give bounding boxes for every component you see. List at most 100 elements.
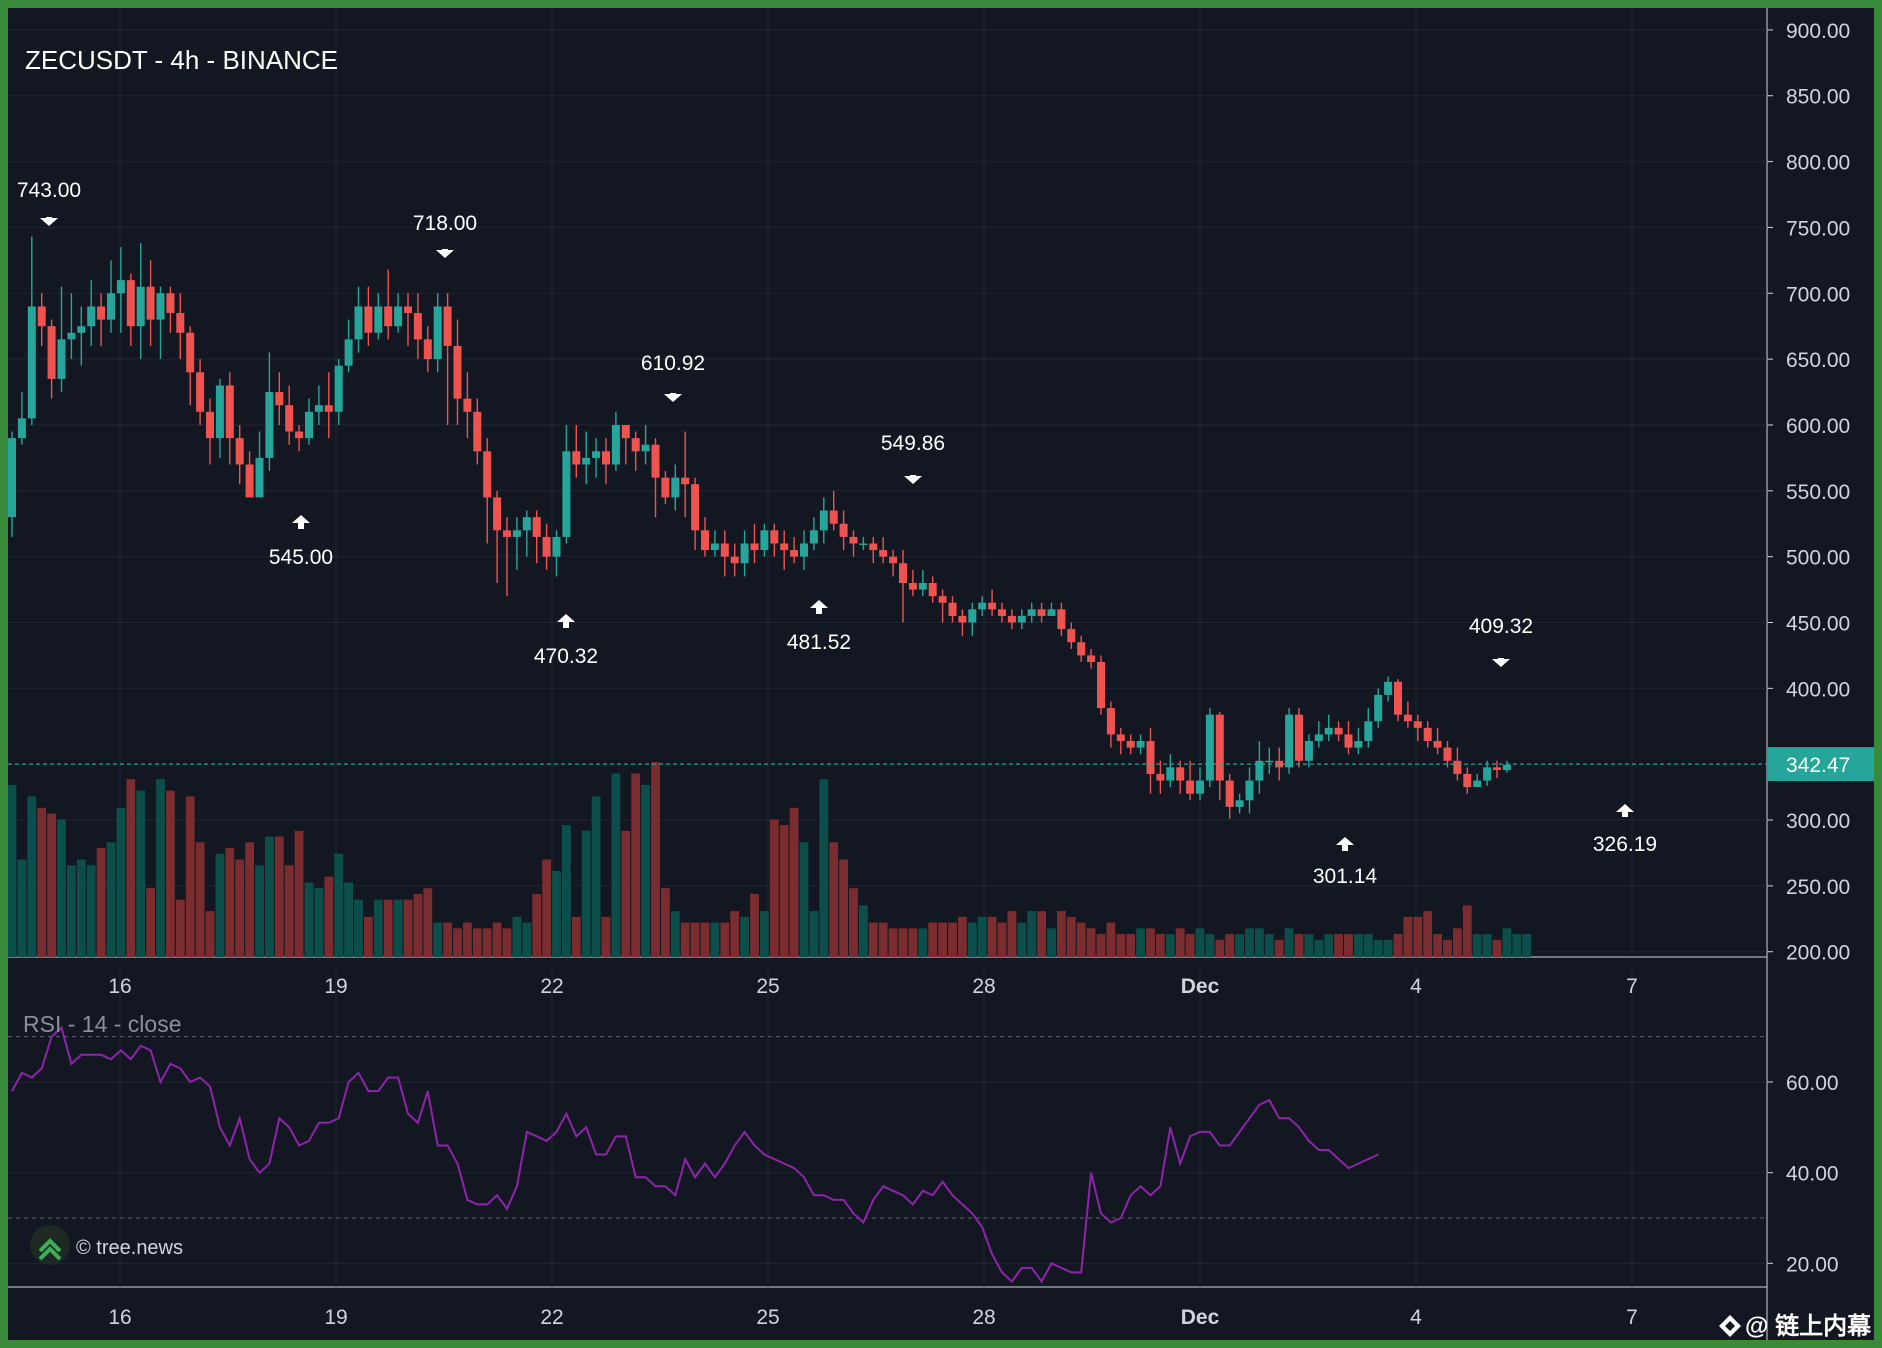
volume-bar — [1344, 934, 1353, 957]
volume-bar — [1383, 939, 1393, 957]
candle-body — [800, 543, 808, 557]
arrow-down-icon — [40, 217, 58, 226]
candle-body — [978, 602, 987, 610]
rsi-y-tick-label: 20.00 — [1786, 1253, 1839, 1276]
price-y-tick-label: 400.00 — [1786, 678, 1850, 701]
volume-bar — [116, 807, 126, 957]
candle-body — [512, 530, 521, 537]
volume-bar — [938, 922, 947, 957]
volume-bar — [1146, 928, 1155, 957]
candle-body — [691, 484, 700, 531]
candle-body — [285, 405, 294, 432]
volume-bar — [562, 825, 571, 957]
candle-body — [819, 510, 828, 531]
candle-body — [730, 556, 739, 564]
volume-bar — [265, 836, 274, 957]
arrow-up-icon — [1336, 837, 1354, 851]
arrow-up-icon — [557, 614, 575, 628]
swing-low-label: 481.52 — [787, 631, 851, 654]
candle-body — [740, 543, 749, 564]
rsi-y-tick-label: 40.00 — [1786, 1163, 1839, 1186]
candle-body — [394, 306, 403, 327]
volume-bar — [195, 842, 205, 957]
volume-bar — [1443, 939, 1452, 957]
candle-body — [97, 306, 106, 320]
candle-body — [8, 438, 16, 518]
candle-body — [1384, 681, 1393, 695]
volume-bar — [364, 916, 373, 957]
candle-body — [928, 583, 937, 597]
rsi-x-tick-label: 7 — [1626, 1306, 1638, 1329]
candle-body — [314, 405, 323, 412]
volume-bar — [47, 813, 56, 957]
swing-high-label: 549.86 — [881, 432, 945, 455]
volume-bar — [532, 893, 542, 957]
candle-body — [661, 477, 670, 498]
candle-body — [701, 530, 709, 551]
volume-bar — [1047, 928, 1056, 957]
swing-low-label: 301.14 — [1313, 865, 1378, 888]
volume-bar — [829, 842, 839, 957]
volume-bar — [354, 899, 363, 957]
swing-high-label: 610.92 — [641, 352, 705, 375]
candle-body — [582, 457, 591, 465]
volume-bar — [918, 928, 928, 957]
candle-body — [1394, 681, 1402, 715]
volume-bar — [868, 922, 878, 957]
volume-bar — [680, 922, 690, 957]
candle-body — [1166, 767, 1175, 781]
candle-body — [107, 293, 115, 320]
volume-bar — [1304, 934, 1314, 957]
candle-body — [720, 543, 729, 557]
price-x-tick-label: 16 — [108, 975, 131, 998]
candle-body — [1186, 780, 1195, 794]
price-x-tick-label: 22 — [540, 975, 563, 998]
candle-body — [641, 444, 650, 452]
candle-body — [1374, 694, 1383, 722]
candle-body — [1423, 727, 1432, 742]
volume-bar — [1373, 939, 1383, 957]
candle-body — [443, 306, 452, 346]
volume-bar — [1522, 934, 1532, 957]
volume-bar — [1156, 934, 1165, 957]
candle-body — [503, 530, 511, 537]
volume-bar — [156, 779, 165, 957]
candle-body — [67, 332, 76, 340]
volume-bar — [1462, 905, 1472, 957]
candle-body — [1295, 714, 1303, 761]
volume-bar — [878, 922, 888, 957]
candle-body — [859, 543, 868, 545]
volume-bar — [1076, 922, 1086, 957]
volume-bar — [809, 911, 819, 957]
volume-bar — [898, 928, 908, 957]
candle-body — [899, 563, 907, 583]
candle-body — [1403, 714, 1412, 722]
candle-body — [17, 418, 26, 439]
swing-high-label: 409.32 — [1469, 615, 1533, 638]
candle-body — [1463, 773, 1472, 788]
volume-bar — [928, 922, 938, 957]
volume-bar — [1363, 934, 1373, 957]
candle-body — [493, 497, 502, 531]
price-y-tick-label: 250.00 — [1786, 876, 1850, 899]
candle-body — [1225, 780, 1234, 807]
volume-bar — [997, 922, 1007, 957]
volume-bar — [601, 916, 611, 957]
axes: 16 16 19 19 22 22 25 25 28 28 Dec Dec 4 4 7 7 900.00 850.… — [8, 20, 1874, 1329]
volume-bar — [1225, 934, 1235, 957]
candle-body — [384, 306, 393, 327]
volume-bar — [571, 916, 581, 957]
volume-bar — [255, 865, 264, 957]
price-y-tick-label: 600.00 — [1786, 415, 1850, 438]
candle-body — [1413, 721, 1422, 728]
candle-body — [1285, 714, 1294, 768]
candle-body — [37, 306, 46, 327]
candle-body — [780, 543, 789, 551]
volume-bar — [1334, 934, 1343, 957]
candle-body — [1057, 609, 1066, 630]
watermark-text: © tree.news — [76, 1237, 183, 1259]
volume-bars — [8, 762, 1532, 957]
volume-bar — [314, 888, 324, 957]
volume-bar — [819, 779, 829, 957]
price-y-tick-label: 450.00 — [1786, 613, 1850, 636]
